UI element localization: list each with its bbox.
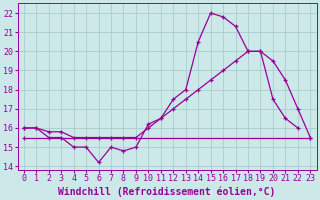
X-axis label: Windchill (Refroidissement éolien,°C): Windchill (Refroidissement éolien,°C) <box>58 186 276 197</box>
